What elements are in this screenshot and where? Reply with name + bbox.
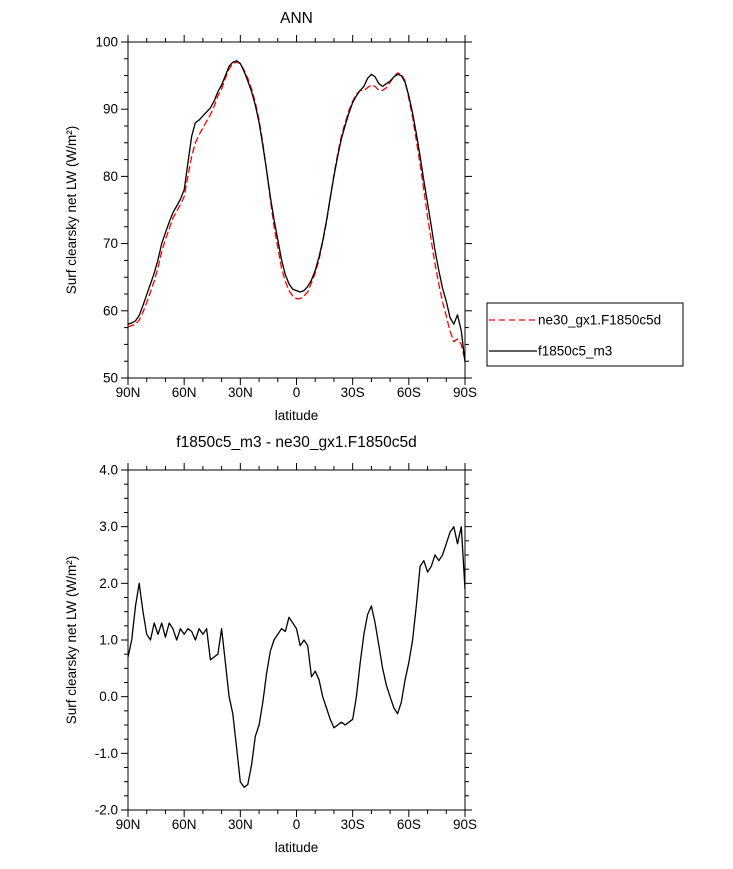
x-tick-labels: 90N 60N 30N 0 30S 60S 90S xyxy=(116,385,477,400)
axis-ticks xyxy=(121,463,472,817)
chart-title: f1850c5_m3 - ne30_gx1.F1850c5d xyxy=(176,434,416,451)
legend-box xyxy=(486,302,684,367)
svg-text:90N: 90N xyxy=(116,385,141,400)
chart-ann: 90N 60N 30N 0 30S 60S 90S 50 60 70 80 90 100 ANN latit… xyxy=(64,10,684,423)
svg-text:60N: 60N xyxy=(172,817,197,832)
svg-text:2.0: 2.0 xyxy=(99,576,118,591)
plot-frame xyxy=(127,469,466,811)
x-tick-labels: 90N 60N 30N 0 30S 60S 90S xyxy=(116,817,477,832)
series-lines xyxy=(127,60,466,363)
y-axis-label: Surf clearsky net LW (W/m²) xyxy=(64,126,79,295)
svg-text:90N: 90N xyxy=(116,817,141,832)
svg-text:0: 0 xyxy=(293,817,301,832)
svg-text:30S: 30S xyxy=(341,817,365,832)
y-axis-label: Surf clearsky net LW (W/m²) xyxy=(64,556,79,725)
svg-text:30N: 30N xyxy=(228,385,253,400)
svg-text:0: 0 xyxy=(293,385,301,400)
series-line-2 xyxy=(127,60,466,363)
svg-text:-1.0: -1.0 xyxy=(95,746,118,761)
svg-text:30S: 30S xyxy=(341,385,365,400)
chart-title: ANN xyxy=(280,10,313,27)
series-line-1 xyxy=(127,61,466,362)
y-tick-labels: 50 60 70 80 90 100 xyxy=(95,35,118,386)
svg-text:50: 50 xyxy=(103,371,118,386)
legend-label: ne30_gx1.F1850c5d xyxy=(538,313,661,328)
svg-text:70: 70 xyxy=(103,236,118,251)
svg-text:-2.0: -2.0 xyxy=(95,803,118,818)
legend-label: f1850c5_m3 xyxy=(538,344,612,359)
chart-diff: 90N 60N 30N 0 30S 60S 90S -2.0 -1.0 0.0 1.0 2.0 3.0 4… xyxy=(64,434,477,855)
svg-text:0.0: 0.0 xyxy=(99,689,118,704)
svg-text:80: 80 xyxy=(103,169,118,184)
svg-text:100: 100 xyxy=(95,35,118,50)
axis-ticks xyxy=(121,35,472,385)
series-line-1 xyxy=(127,526,466,788)
svg-text:60: 60 xyxy=(103,303,118,318)
svg-text:90: 90 xyxy=(103,102,118,117)
svg-text:60S: 60S xyxy=(397,385,421,400)
y-tick-labels: -2.0 -1.0 0.0 1.0 2.0 3.0 4.0 xyxy=(95,463,118,818)
x-axis-label: latitude xyxy=(275,408,319,423)
svg-text:4.0: 4.0 xyxy=(99,463,118,478)
series-lines xyxy=(127,526,466,788)
plot-frame xyxy=(127,41,466,379)
svg-text:90S: 90S xyxy=(453,817,477,832)
svg-text:60N: 60N xyxy=(172,385,197,400)
svg-text:1.0: 1.0 xyxy=(99,633,118,648)
x-axis-label: latitude xyxy=(275,840,319,855)
svg-text:60S: 60S xyxy=(397,817,421,832)
svg-text:30N: 30N xyxy=(228,817,253,832)
svg-text:3.0: 3.0 xyxy=(99,519,118,534)
legend: ne30_gx1.F1850c5d f1850c5_m3 xyxy=(486,302,684,367)
svg-text:90S: 90S xyxy=(453,385,477,400)
